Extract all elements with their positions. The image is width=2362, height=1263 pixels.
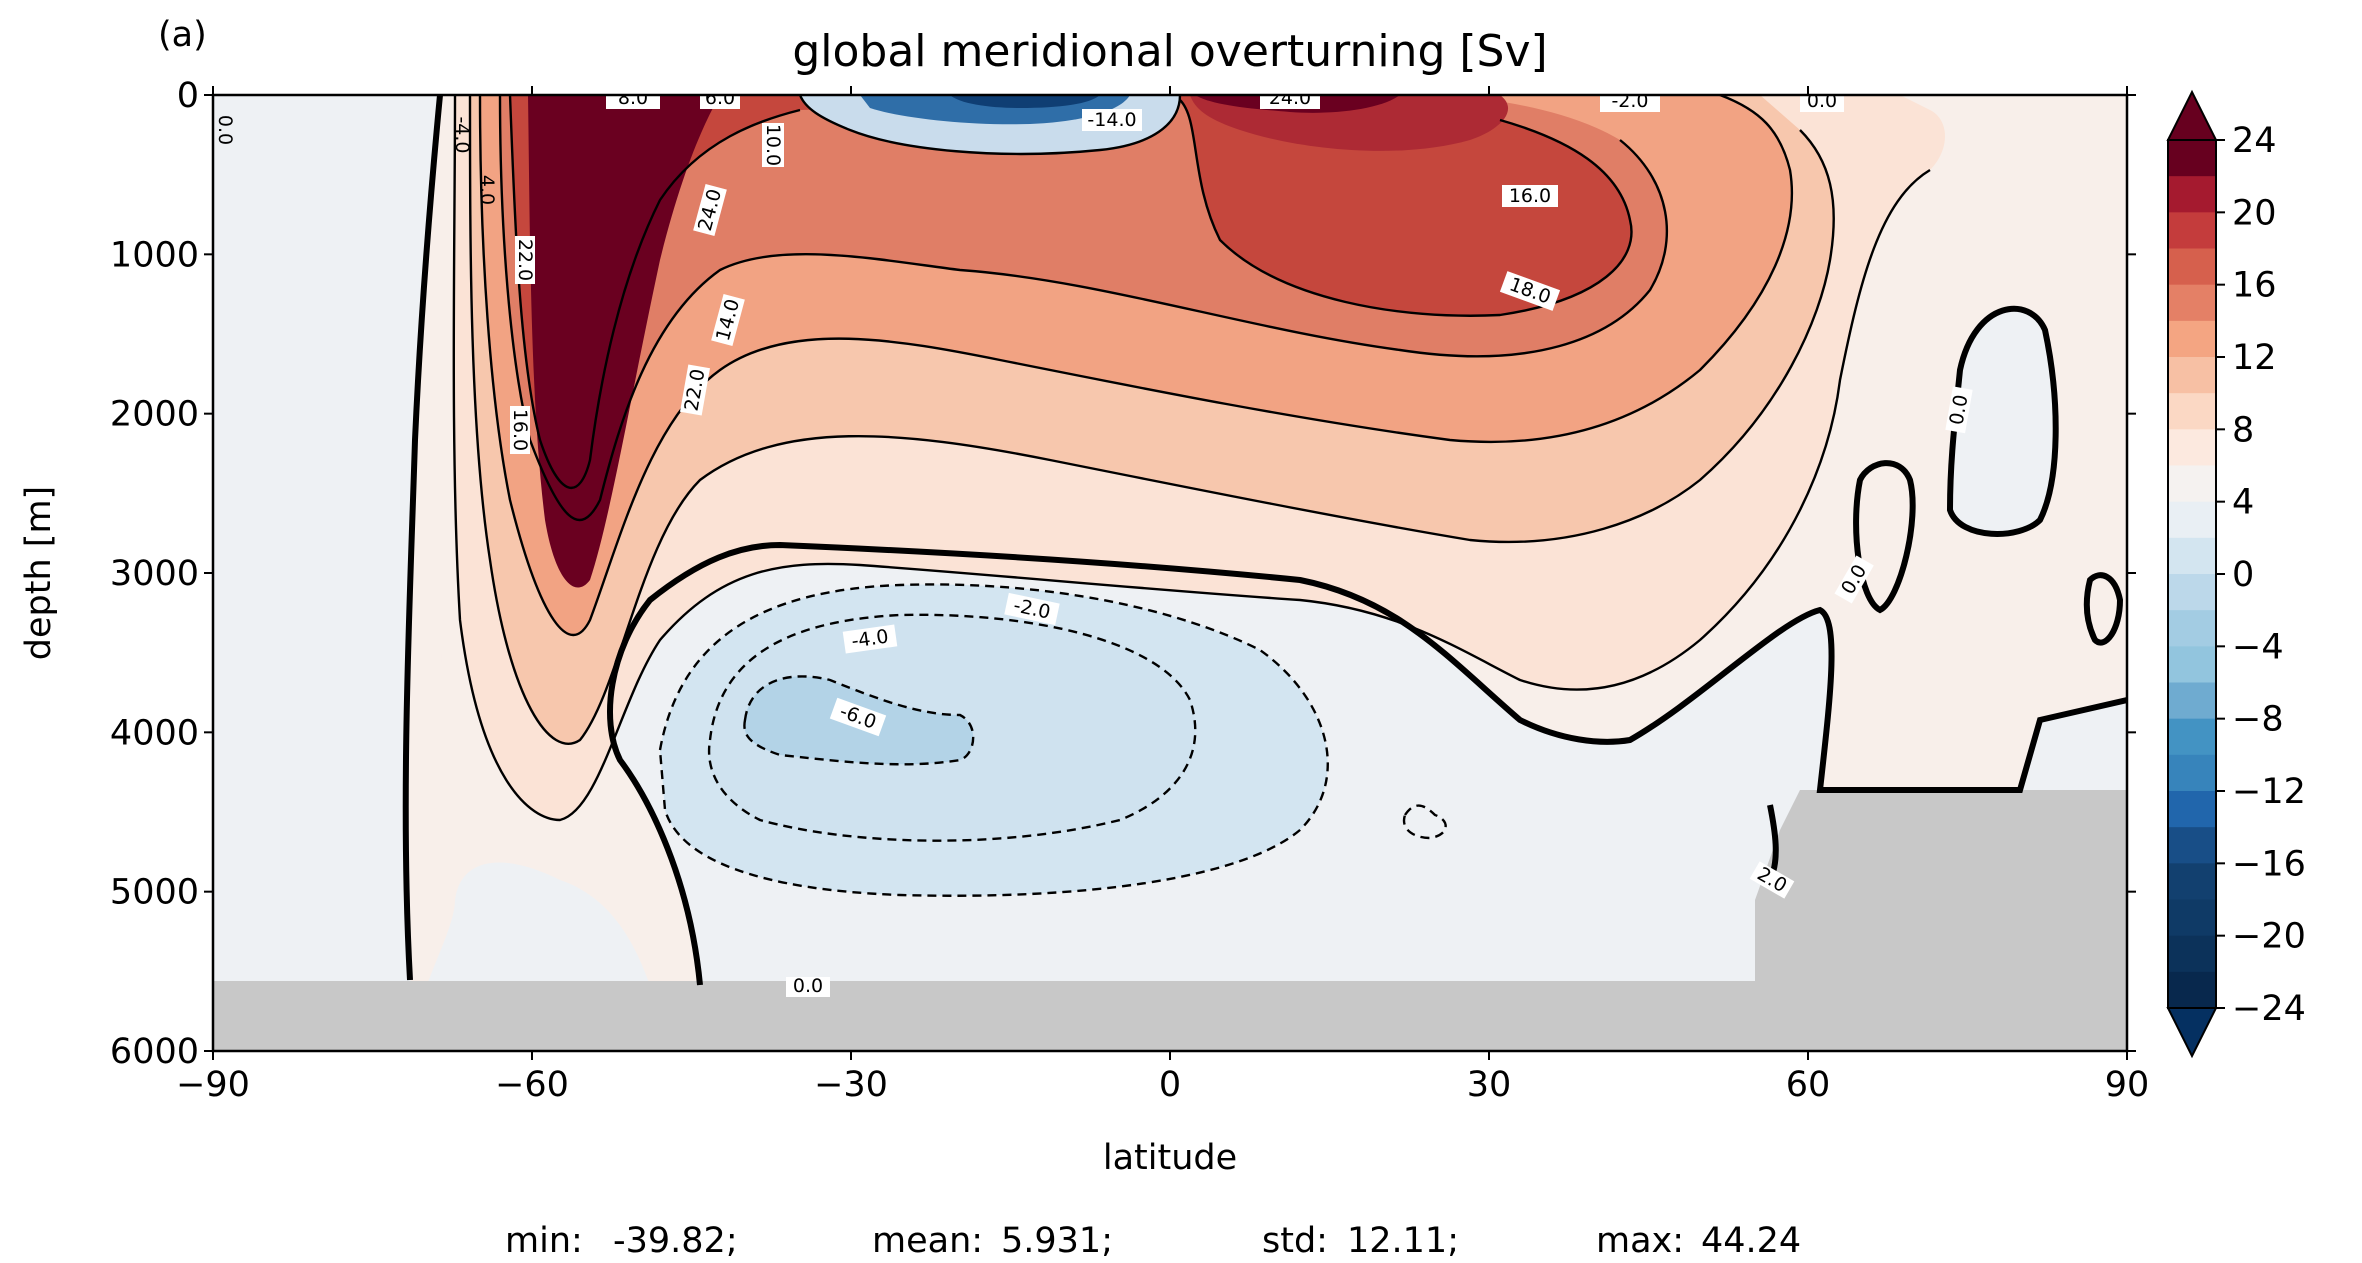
contour-label: -4.0 — [451, 116, 473, 153]
colorbar-tick-label: 4 — [2232, 483, 2254, 523]
colorbar-segment — [2168, 791, 2216, 828]
colorbar-tick-label: 20 — [2232, 193, 2277, 233]
x-tick-label: −60 — [495, 1065, 569, 1105]
land-mask — [213, 790, 2127, 1051]
y-tick-label: 2000 — [110, 395, 199, 435]
colorbar-segment — [2168, 935, 2216, 973]
y-tick-label: 3000 — [110, 554, 199, 594]
colorbar-segment — [2168, 212, 2216, 250]
stat-std-value: 12.11; — [1347, 1221, 1459, 1261]
contour-label: 4.0 — [476, 175, 498, 205]
colorbar-segment — [2168, 971, 2216, 1009]
colorbar: 24 20 16 12 8 4 0 −4 −8 −12 −16 −20 −24 — [2166, 89, 2306, 1059]
contour-label: 16.0 — [509, 409, 531, 451]
stat-std-label: std: — [1262, 1221, 1328, 1261]
stat-max-value: 44.24 — [1701, 1221, 1801, 1261]
stat-mean-label: mean: — [872, 1221, 983, 1261]
contour-label: 6.0 — [705, 87, 735, 109]
colorbar-segment — [2168, 393, 2216, 430]
y-axis: 0 1000 2000 3000 4000 5000 6000 — [110, 76, 2136, 1072]
colorbar-segment — [2168, 646, 2216, 684]
contour-label: 0.0 — [793, 975, 823, 997]
negative-contours — [658, 583, 1447, 897]
stats-line: min: -39.82; mean: 5.931; std: 12.11; ma… — [505, 1221, 1801, 1261]
contour-label: 16.0 — [1509, 185, 1551, 207]
y-tick-label: 5000 — [110, 873, 199, 913]
colorbar-segment — [2168, 574, 2216, 611]
colorbar-segment — [2168, 754, 2216, 792]
stat-min-value: -39.82; — [613, 1221, 738, 1261]
colorbar-segment — [2168, 284, 2216, 322]
colorbar-tick-label: −20 — [2232, 917, 2306, 957]
colorbar-tick-label: 24 — [2232, 121, 2277, 161]
contour-label: -4.0 — [850, 626, 890, 653]
colorbar-tick-label: 0 — [2232, 555, 2254, 595]
colorbar-segment — [2168, 176, 2216, 213]
colorbar-tick-label: −8 — [2232, 700, 2284, 740]
colorbar-tick-label: 8 — [2232, 410, 2254, 450]
level-24 — [528, 95, 720, 588]
colorbar-tick-label: −16 — [2232, 844, 2306, 884]
colorbar-segment — [2168, 429, 2216, 467]
contour-lines — [452, 95, 1931, 822]
x-axis-label: latitude — [1103, 1138, 1237, 1178]
colorbar-extend-bottom — [2166, 1007, 2218, 1059]
panel-label: (a) — [158, 15, 207, 55]
colorbar-segment — [2168, 357, 2216, 394]
colorbar-segment — [2168, 899, 2216, 937]
colorbar-extend-top — [2166, 89, 2218, 141]
contour-labels: 8.0 6.0 24.0 16.0 18.0 -14.0 -2.0 -4.0 -… — [214, 87, 1973, 997]
colorbar-segment — [2168, 465, 2216, 503]
stat-mean-value: 5.931; — [1001, 1221, 1113, 1261]
colorbar-tick-label: −24 — [2232, 989, 2306, 1029]
contour-label: 8.0 — [618, 87, 648, 109]
contour-label: 10.0 — [762, 124, 784, 166]
x-tick-label: 0 — [1159, 1065, 1181, 1105]
x-tick-label: 60 — [1786, 1065, 1831, 1105]
colorbar-segment — [2168, 248, 2216, 286]
north-negative-cell — [1950, 308, 2056, 534]
x-tick-label: −90 — [176, 1065, 250, 1105]
y-tick-label: 6000 — [110, 1032, 199, 1072]
x-axis: −90 −60 −30 0 30 60 90 — [176, 86, 2149, 1105]
contour-label: 22.0 — [514, 239, 536, 281]
colorbar-segment — [2168, 140, 2216, 177]
contour-label: 0.0 — [1807, 90, 1837, 112]
contour-label: 0.0 — [1946, 393, 1973, 427]
contour-label: 24.0 — [1269, 87, 1311, 109]
y-tick-label: 1000 — [110, 235, 199, 275]
stat-max-label: max: — [1596, 1221, 1684, 1261]
stat-min-label: min: — [505, 1221, 583, 1261]
plot-area: 8.0 6.0 24.0 16.0 18.0 -14.0 -2.0 -4.0 -… — [213, 87, 2127, 1051]
colorbar-segment — [2168, 320, 2216, 358]
colorbar-segment — [2168, 501, 2216, 539]
colorbar-segment — [2168, 827, 2216, 864]
y-tick-label: 4000 — [110, 713, 199, 753]
colorbar-tick-label: −4 — [2232, 627, 2284, 667]
colorbar-segment — [2168, 682, 2216, 720]
contour-label: -2.0 — [1611, 90, 1648, 112]
colorbar-segment — [2168, 610, 2216, 647]
colorbar-segment — [2168, 863, 2216, 901]
tropical-negative-deep — [950, 95, 1100, 108]
colorbar-tick-label: −12 — [2232, 772, 2306, 812]
x-tick-label: 30 — [1467, 1065, 1512, 1105]
colorbar-tick-label: 16 — [2232, 266, 2277, 306]
y-tick-label: 0 — [177, 76, 199, 116]
x-tick-label: −30 — [814, 1065, 888, 1105]
chart-title: global meridional overturning [Sv] — [792, 26, 1547, 77]
contour-label: -14.0 — [1087, 109, 1136, 131]
contour-label: 0.0 — [214, 115, 236, 145]
x-tick-label: 90 — [2105, 1065, 2150, 1105]
level-20 — [510, 95, 1632, 488]
colorbar-tick-label: 12 — [2232, 338, 2277, 378]
zero-contour — [402, 95, 2127, 986]
colorbar-segment — [2168, 537, 2216, 575]
colorbar-segment — [2168, 718, 2216, 756]
y-axis-label: depth [m] — [19, 486, 59, 660]
